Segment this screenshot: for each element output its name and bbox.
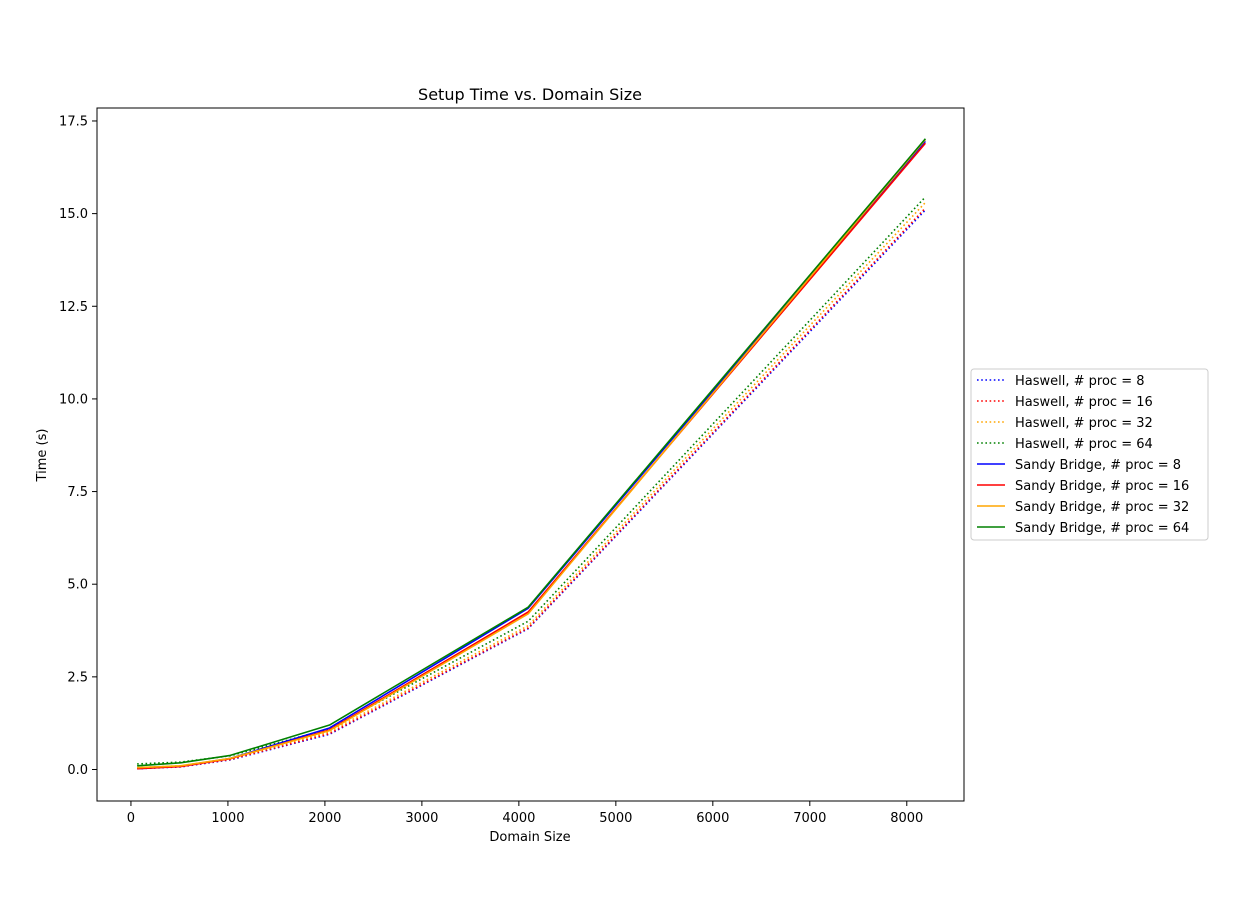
- x-axis-label: Domain Size: [489, 830, 570, 845]
- x-tick-label: 5000: [599, 811, 632, 826]
- series-line-8: [137, 138, 927, 767]
- x-tick-label: 4000: [502, 811, 535, 826]
- legend: Haswell, # proc = 8 Haswell, # proc = 16 H…: [970, 368, 1209, 541]
- y-axis-label: Time (s): [35, 429, 50, 483]
- legend-label-8: Sandy Bridge, # proc = 64: [1015, 521, 1189, 536]
- y-tick-label: 17.5: [59, 114, 88, 129]
- series-line-6: [137, 142, 927, 770]
- y-axis-ticks: 0.0 2.5 5.0 7.5 10.0 12.5 15.0 17.5: [59, 114, 97, 778]
- legend-label-5: Sandy Bridge, # proc = 8: [1015, 458, 1181, 473]
- x-tick-label: 8000: [890, 811, 923, 826]
- x-tick-label: 2000: [308, 811, 341, 826]
- legend-frame: [970, 368, 1209, 541]
- x-tick-label: 7000: [793, 811, 826, 826]
- series-line-3: [137, 201, 926, 769]
- legend-label-7: Sandy Bridge, # proc = 32: [1015, 500, 1189, 515]
- x-axis-ticks: 0 1000 2000 3000 4000 5000 6000 7000 8000: [127, 801, 923, 826]
- legend-label-3: Haswell, # proc = 32: [1015, 416, 1153, 431]
- x-tick-label: 0: [127, 811, 135, 826]
- plot-area: 0 1000 2000 3000 4000 5000 6000 7000 8000 0.0 2.5…: [59, 107, 965, 826]
- x-tick-label: 1000: [211, 811, 244, 826]
- series-line-1: [137, 209, 926, 770]
- y-tick-label: 0.0: [67, 763, 88, 778]
- series-line-7: [137, 138, 927, 769]
- series-layer: [137, 138, 927, 770]
- legend-label-4: Haswell, # proc = 64: [1015, 437, 1153, 452]
- y-tick-label: 5.0: [67, 578, 88, 593]
- legend-label-2: Haswell, # proc = 16: [1015, 395, 1153, 410]
- series-line-2: [137, 207, 926, 770]
- series-line-5: [137, 140, 927, 770]
- plot-frame: [96, 107, 965, 802]
- y-tick-label: 7.5: [67, 485, 88, 500]
- legend-label-1: Haswell, # proc = 8: [1015, 374, 1145, 389]
- y-tick-label: 15.0: [59, 207, 88, 222]
- x-tick-label: 3000: [405, 811, 438, 826]
- y-tick-label: 12.5: [59, 300, 88, 315]
- x-tick-label: 6000: [696, 811, 729, 826]
- chart-title: Setup Time vs. Domain Size: [418, 85, 642, 104]
- legend-label-6: Sandy Bridge, # proc = 16: [1015, 479, 1189, 494]
- y-tick-label: 2.5: [67, 670, 88, 685]
- y-tick-label: 10.0: [59, 392, 88, 407]
